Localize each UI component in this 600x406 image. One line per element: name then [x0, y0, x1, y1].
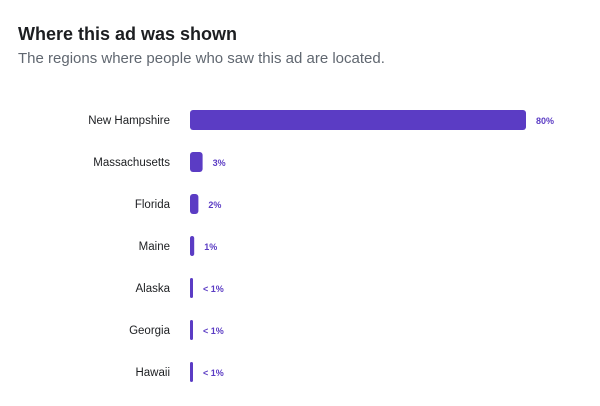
category-label-maine: Maine: [139, 241, 170, 253]
category-label-new-hampshire: New Hampshire: [88, 115, 170, 127]
bar-maine: [190, 236, 195, 256]
value-label-georgia: < 1%: [203, 326, 224, 336]
value-label-maine: 1%: [204, 242, 217, 252]
value-label-massachusetts: 3%: [213, 158, 226, 168]
value-label-new-hampshire: 80%: [536, 116, 554, 126]
value-label-alaska: < 1%: [203, 284, 224, 294]
category-label-florida: Florida: [135, 199, 171, 211]
bar-massachusetts: [190, 152, 203, 172]
chart-subtitle: The regions where people who saw this ad…: [18, 50, 385, 67]
chart-title: Where this ad was shown: [18, 24, 238, 44]
value-label-florida: 2%: [208, 200, 221, 210]
value-label-hawaii: < 1%: [203, 368, 224, 378]
bar-new-hampshire: [190, 110, 526, 130]
bar-florida: [190, 194, 199, 214]
category-label-alaska: Alaska: [135, 283, 170, 295]
bar-alaska: [190, 278, 193, 298]
bar-georgia: [190, 320, 193, 340]
category-label-hawaii: Hawaii: [135, 367, 170, 379]
bar-hawaii: [190, 362, 193, 382]
category-label-massachusetts: Massachusetts: [93, 157, 170, 169]
category-label-georgia: Georgia: [129, 325, 171, 337]
